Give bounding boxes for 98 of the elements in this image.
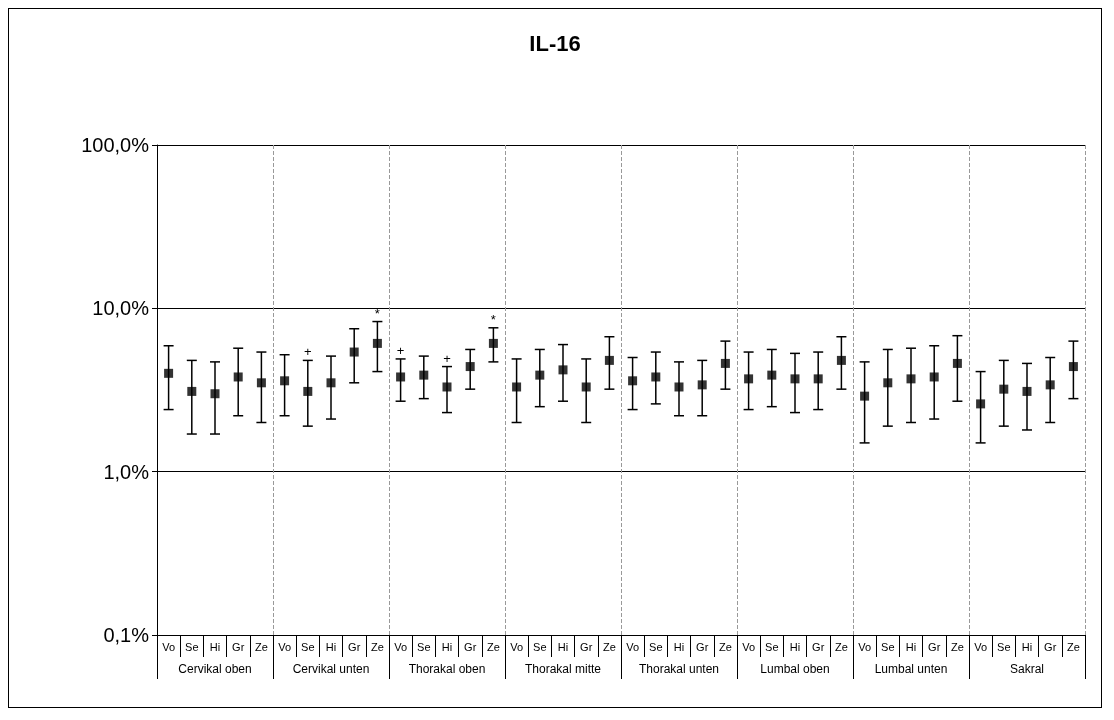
point — [396, 372, 406, 382]
x-tick-label: Ze — [602, 640, 616, 653]
x-tick-label: Hi — [905, 640, 917, 653]
x-tick-label: Ze — [834, 640, 848, 653]
text: Lumbal oben — [760, 662, 830, 676]
data-label: * — [490, 311, 496, 327]
x-tick-label: Vo — [858, 640, 872, 653]
point — [999, 384, 1009, 394]
text: Thorakal mitte — [524, 662, 602, 676]
point — [651, 372, 661, 382]
x-tick-label: Gr — [580, 640, 593, 653]
point — [349, 347, 359, 357]
point — [187, 386, 197, 396]
x-tick-label: Se — [533, 640, 547, 653]
x-tick-label: Vo — [626, 640, 640, 653]
x-tick-label: Ze — [486, 640, 500, 653]
point — [697, 380, 707, 390]
text: Thorakal unten — [638, 662, 720, 676]
data-label: + — [396, 342, 405, 358]
x-tick-label: Gr — [1044, 640, 1057, 653]
x-tick-label: Se — [185, 640, 199, 653]
x-tick-label: Hi — [325, 640, 337, 653]
point — [372, 338, 382, 348]
point — [883, 378, 893, 388]
y-tick-label: 10,0% — [92, 297, 150, 320]
x-tick-label: Hi — [789, 640, 801, 653]
point — [860, 391, 870, 401]
data-label: * — [374, 305, 380, 321]
point — [465, 362, 475, 372]
x-tick-label: Se — [649, 640, 663, 653]
x-tick-label: Ze — [1066, 640, 1080, 653]
point — [767, 370, 777, 380]
x-tick-label: Se — [997, 640, 1011, 653]
point — [558, 365, 568, 375]
x-tick-label: Vo — [278, 640, 292, 653]
x-tick-label: Ze — [950, 640, 964, 653]
point — [813, 374, 823, 384]
x-tick-label: Se — [301, 640, 315, 653]
text: Cervikal oben — [178, 662, 252, 676]
x-tick-label: Vo — [742, 640, 756, 653]
point — [535, 370, 545, 380]
point — [512, 382, 522, 392]
text: Cervikal unten — [292, 662, 370, 676]
x-tick-label: Vo — [974, 640, 988, 653]
x-tick-label: Gr — [464, 640, 477, 653]
point — [326, 378, 336, 388]
point — [836, 355, 846, 365]
x-tick-label: Gr — [928, 640, 941, 653]
x-tick-label: Hi — [1021, 640, 1033, 653]
text: Sakral — [1009, 662, 1045, 676]
x-tick-label: Hi — [557, 640, 569, 653]
x-tick-label: Gr — [348, 640, 361, 653]
x-tick-label: Vo — [162, 640, 176, 653]
point — [233, 372, 243, 382]
point — [674, 382, 684, 392]
point — [280, 376, 290, 386]
x-tick-label: Ze — [254, 640, 268, 653]
point — [1022, 386, 1032, 396]
x-tick-label: Gr — [232, 640, 245, 653]
x-tick-label: Hi — [673, 640, 685, 653]
y-tick-label: 1,0% — [103, 460, 150, 483]
point — [1045, 380, 1055, 390]
chart-title: IL-16 — [529, 30, 581, 56]
point — [604, 355, 614, 365]
point — [720, 358, 730, 368]
point — [929, 372, 939, 382]
point — [1068, 362, 1078, 372]
x-tick-label: Se — [881, 640, 895, 653]
data-label: + — [304, 344, 312, 360]
point — [442, 382, 452, 392]
x-tick-label: Gr — [696, 640, 709, 653]
text: Lumbal unten — [874, 662, 948, 676]
point — [419, 370, 429, 380]
x-tick-label: Ze — [370, 640, 384, 653]
point — [744, 374, 754, 384]
point — [790, 374, 800, 384]
x-tick-label: Se — [417, 640, 431, 653]
y-tick-label: 100,0% — [81, 134, 150, 156]
point — [581, 382, 591, 392]
x-tick-label: Hi — [209, 640, 221, 653]
x-tick-label: Vo — [394, 640, 408, 653]
point — [906, 374, 916, 384]
point — [952, 358, 962, 368]
data-label: + — [443, 350, 451, 366]
point — [628, 376, 638, 386]
x-tick-label: Hi — [441, 640, 453, 653]
x-tick-label: Ze — [718, 640, 732, 653]
point — [488, 338, 498, 348]
text: Thorakal oben — [408, 662, 486, 676]
point — [256, 378, 266, 388]
point — [976, 399, 986, 409]
y-tick-label: 0,1% — [103, 624, 150, 646]
point — [303, 386, 313, 396]
x-tick-label: Gr — [812, 640, 825, 653]
x-tick-label: Vo — [510, 640, 524, 653]
point — [164, 368, 174, 378]
x-tick-label: Se — [765, 640, 779, 653]
point — [210, 389, 220, 399]
